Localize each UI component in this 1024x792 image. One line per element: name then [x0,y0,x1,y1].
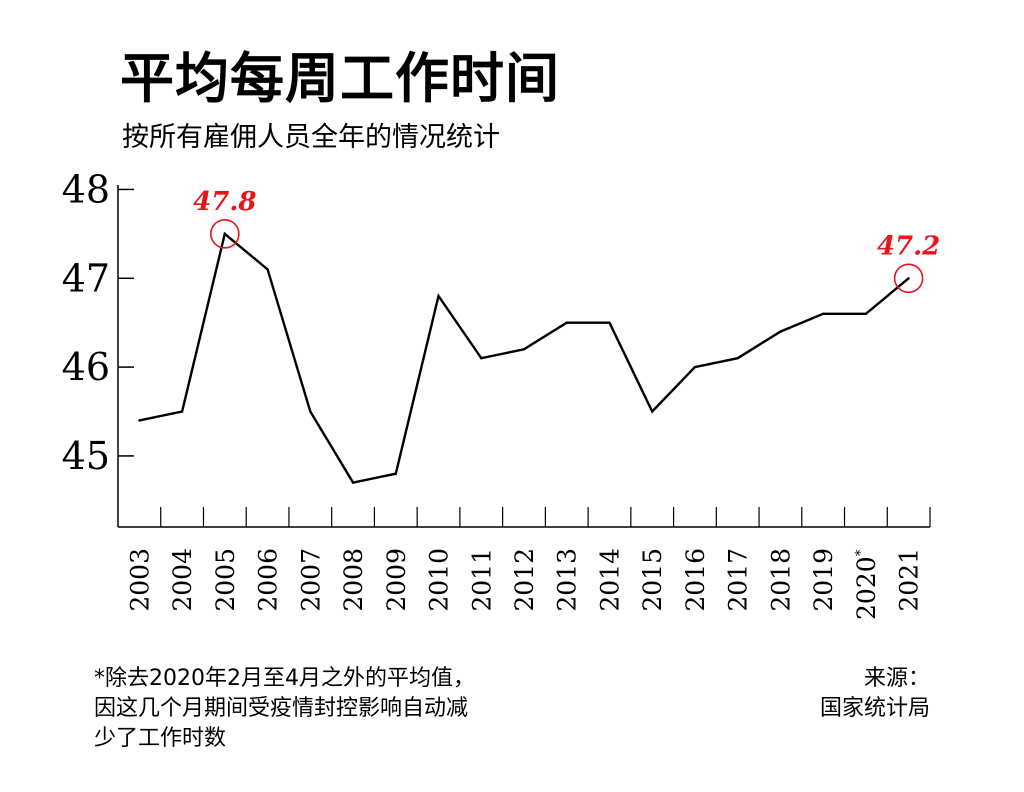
x-tick-label: 2003 [125,548,154,612]
footnote: *除去2020年2月至4月之外的平均值， 因这几个月期间受疫情封控影响自动减 少… [94,666,475,751]
data-point [693,365,697,369]
data-point [864,312,868,316]
chart-series [138,231,910,484]
x-tick-footnote-mark: * [853,549,869,556]
data-point [651,410,654,413]
data-point [480,357,483,360]
data-point [907,277,910,280]
x-tick-label: 2005 [211,548,240,612]
y-axis-ticks: 45 46 47 48 [62,167,134,478]
x-tick-label: 2008 [339,548,368,612]
data-point [138,419,141,422]
x-tick-label: 2009 [382,548,411,612]
data-point [394,472,397,475]
highlight-circle [210,219,240,249]
highlight-value-label: 47.2 [877,231,940,261]
data-point [736,357,739,360]
x-tick-label: 2016 [681,548,710,612]
y-tick-label: 45 [62,434,110,478]
x-tick-label-text: 2020 [852,556,881,620]
x-tick-label: 2015 [638,548,667,612]
x-axis-ticks: 2003 2004 2005 2006 2007 2008 2009 2010 2011 2012… [125,507,931,620]
x-tick-label: 2012 [510,548,539,612]
data-point [565,321,568,324]
data-point [522,348,526,351]
x-tick-label: 2014 [595,548,624,612]
y-tick-label: 46 [62,345,110,389]
data-point [821,312,825,316]
x-tick-label: 2007 [296,548,325,612]
x-tick-label: 2011 [467,548,496,612]
highlight-value-label: 47.8 [193,187,256,217]
x-tick-label: 2017 [724,548,753,612]
y-tick-label: 47 [62,256,110,300]
x-tick-label: 2013 [553,548,582,612]
data-point [779,330,782,333]
x-tick-label: 2010 [425,548,454,612]
source-note: 来源： 国家统计局 [819,666,930,721]
data-point [180,410,184,413]
x-tick-label: 2004 [168,548,197,612]
chart-subtitle: 按所有雇佣人员全年的情况统计 [122,122,500,153]
data-point [437,294,440,298]
chart-title: 平均每周工作时间 [120,47,560,110]
chart-axes [117,185,930,528]
x-tick-label: 2006 [254,548,283,612]
data-point [309,410,312,413]
data-point [223,232,227,236]
highlight-circle [893,263,924,294]
data-point [351,481,355,484]
x-tick-label: 2021 [895,548,924,612]
x-tick-label: 2020* [852,549,881,620]
x-tick-label: 2018 [766,548,795,612]
series-line [139,231,910,484]
data-point [608,321,611,324]
x-tick-label: 2019 [809,548,838,612]
data-point [266,268,269,271]
chart-annotations: 47.8 47.2 [193,187,940,294]
y-tick-label: 48 [62,167,110,211]
